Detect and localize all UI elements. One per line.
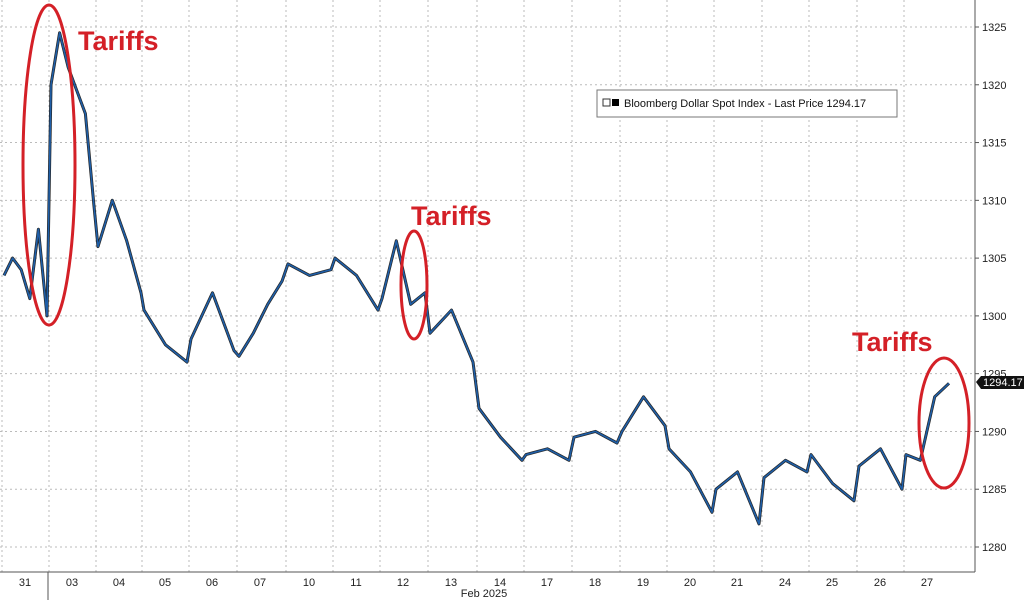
x-tick-label: 13	[445, 577, 457, 589]
y-tick-label: 1290	[982, 426, 1006, 438]
annotation-label: Tariffs	[78, 26, 159, 56]
legend-label: Bloomberg Dollar Spot Index - Last Price…	[624, 98, 866, 110]
chart-grid	[0, 0, 975, 572]
y-tick-label: 1320	[982, 80, 1006, 92]
x-axis: 31 03 04 05 06 07 10 11 12 13 14 17 18 19 20 21 24 25 26 27	[0, 571, 975, 600]
y-tick-label: 1325	[982, 22, 1006, 34]
month-label: Feb 2025	[461, 588, 507, 600]
x-tick-label: 18	[589, 577, 601, 589]
x-tick-label: 21	[731, 577, 743, 589]
legend-marker-icon	[602, 98, 611, 107]
y-tick-label: 1305	[982, 253, 1006, 265]
y-tick-label: 1310	[982, 195, 1006, 207]
x-tick-label: 25	[826, 577, 838, 589]
annotation-ellipse	[399, 229, 429, 341]
x-tick-label: 17	[541, 577, 553, 589]
legend-box: Bloomberg Dollar Spot Index - Last Price…	[596, 89, 898, 118]
x-tick-label: 10	[303, 577, 315, 589]
y-tick-label: 1280	[982, 542, 1006, 554]
last-price-value: 1294.17	[983, 377, 1023, 389]
x-tick-label: 31	[19, 577, 31, 589]
x-tick-label: 26	[874, 577, 886, 589]
annotation-label: Tariffs	[852, 327, 933, 357]
price-series	[2, 31, 951, 526]
x-tick-label: 03	[66, 577, 78, 589]
last-price-tag: 1294.17	[976, 376, 1024, 389]
x-tick-label: 24	[779, 577, 791, 589]
x-tick-label: 11	[350, 577, 361, 589]
y-tick-label: 1315	[982, 138, 1006, 150]
y-tick-label: 1285	[982, 484, 1006, 496]
x-tick-label: 12	[397, 577, 409, 589]
x-tick-label: 06	[206, 577, 218, 589]
x-tick-label: 27	[921, 577, 933, 589]
tariff-annotations: Tariffs Tariffs Tariffs	[21, 3, 971, 490]
series-line	[3, 31, 950, 525]
x-tick-label: 04	[113, 577, 125, 589]
annotation-ellipse	[21, 3, 77, 327]
x-tick-label: 20	[684, 577, 696, 589]
x-tick-label: 19	[637, 577, 649, 589]
legend-swatch	[612, 99, 619, 106]
x-tick-label: 14	[494, 577, 506, 589]
annotation-ellipse	[917, 356, 971, 490]
y-tick-label: 1300	[982, 311, 1006, 323]
annotation-label: Tariffs	[411, 201, 492, 231]
x-tick-label: 07	[254, 577, 266, 589]
x-tick-label: 05	[159, 577, 171, 589]
